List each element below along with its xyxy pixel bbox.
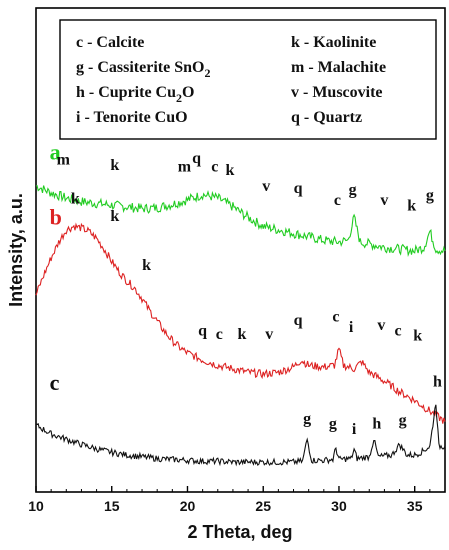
series-line-a bbox=[35, 185, 446, 257]
x-tick-label: 20 bbox=[180, 498, 196, 514]
peak-label: k bbox=[110, 157, 119, 174]
peak-label: v bbox=[380, 192, 388, 209]
legend-entry: i - Tenorite CuO bbox=[76, 109, 188, 126]
peak-label: k bbox=[142, 257, 151, 274]
peak-label: c bbox=[211, 159, 218, 176]
series-line-b bbox=[35, 222, 446, 424]
series-layer: a b c bbox=[35, 139, 446, 467]
x-axis: 10 15 20 25 30 35 bbox=[28, 486, 431, 514]
series-line-c bbox=[35, 404, 446, 467]
legend-entry: c - Calcite bbox=[76, 34, 144, 51]
peak-label: c bbox=[334, 192, 341, 209]
x-tick-label: 30 bbox=[331, 498, 347, 514]
peak-label: k bbox=[225, 162, 234, 179]
series-label-a: a bbox=[50, 139, 61, 164]
peak-label: c bbox=[394, 322, 401, 339]
peak-label: v bbox=[262, 178, 270, 195]
x-tick-label: 15 bbox=[104, 498, 120, 514]
peak-label: g bbox=[329, 416, 337, 433]
peak-label: g bbox=[399, 412, 407, 429]
peak-label: h bbox=[433, 373, 442, 390]
peak-label: g bbox=[426, 187, 434, 204]
x-axis-label: 2 Theta, deg bbox=[187, 522, 292, 542]
series-label-b: b bbox=[50, 204, 62, 229]
peak-label: q bbox=[192, 150, 201, 167]
legend-entry: k - Kaolinite bbox=[291, 34, 376, 51]
peak-label: g bbox=[303, 410, 311, 427]
peak-label: v bbox=[265, 326, 273, 343]
legend-entry: g - Cassiterite SnO2 bbox=[76, 59, 210, 80]
peak-label: q bbox=[294, 180, 303, 197]
legend-entry: q - Quartz bbox=[291, 109, 362, 126]
x-tick-label: 35 bbox=[407, 498, 423, 514]
x-tick-label: 25 bbox=[255, 498, 271, 514]
peak-label: m bbox=[57, 152, 71, 169]
legend-box bbox=[59, 19, 437, 140]
peak-label: i bbox=[349, 319, 354, 336]
peak-label: v bbox=[377, 317, 385, 334]
peak-label: k bbox=[413, 328, 422, 345]
peak-label: k bbox=[71, 190, 80, 207]
x-tick-label: 10 bbox=[28, 498, 44, 514]
peak-label: c bbox=[216, 326, 223, 343]
series-label-c: c bbox=[50, 370, 60, 395]
peak-label: h bbox=[372, 416, 381, 433]
peak-label: k bbox=[407, 197, 416, 214]
peak-label: c bbox=[332, 308, 339, 325]
peak-label: g bbox=[349, 182, 357, 199]
y-axis-label: Intensity, a.u. bbox=[6, 193, 26, 307]
legend-entry: m - Malachite bbox=[291, 59, 386, 76]
peak-label: i bbox=[352, 421, 357, 438]
legend-entry: v - Muscovite bbox=[291, 84, 383, 101]
legend: c - Calcite g - Cassiterite SnO2 h - Cupri… bbox=[59, 19, 437, 140]
peak-label: q bbox=[198, 322, 207, 339]
legend-entry: h - Cuprite Cu2O bbox=[76, 84, 194, 105]
peak-label: k bbox=[110, 208, 119, 225]
peak-label: m bbox=[178, 159, 192, 176]
peak-label: k bbox=[238, 326, 247, 343]
peak-label: q bbox=[294, 312, 303, 329]
